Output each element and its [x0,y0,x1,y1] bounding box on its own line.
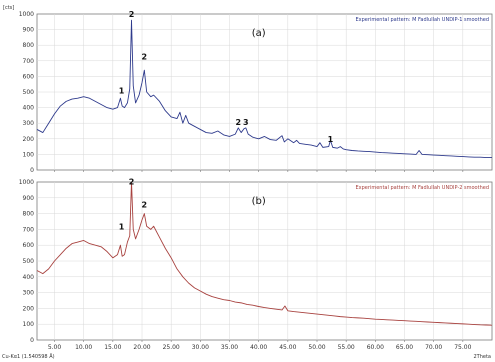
x-tick-label: 60.00 [367,344,384,351]
legend-entry-a: Experimental pattern: M Fadlullah UNDIP-… [356,17,489,23]
peak-label: 2 [235,118,241,127]
y-tick-label: 400 [23,105,35,112]
x-tick-label: 20.00 [133,344,150,351]
x-tick-label: 30.00 [192,344,209,351]
x-tick-label: 65.00 [396,344,413,351]
y-tick-label: 1000 [19,11,34,18]
y-tick-label: 300 [23,290,35,297]
x-tick-label: 40.00 [250,344,267,351]
x-tick-label: 55.00 [338,344,355,351]
peak-label: 1 [119,87,125,96]
panel-label-b: (b) [252,196,266,207]
y-unit-label: [cts] [3,5,14,11]
y-tick-label: 500 [23,258,35,265]
panel-label-a: (a) [252,28,266,39]
y-tick-label: 0 [30,337,34,344]
radiation-label: Cu-Kα1 (1.540598 Å) [2,353,55,360]
x-tick-label: 10.00 [75,344,92,351]
peak-label: 2 [129,178,135,187]
y-tick-label: 800 [23,211,35,218]
peak-label: 2 [142,200,148,209]
peak-label: 1 [119,223,125,232]
peak-label: 3 [243,118,249,127]
series-line-b [36,181,493,326]
y-tick-label: 300 [23,120,35,127]
x-tick-label: 70.00 [425,344,442,351]
peak-label: 2 [129,10,135,19]
y-tick-label: 100 [23,151,35,158]
x-tick-label: 45.00 [279,344,296,351]
peak-label: 1 [328,135,334,144]
y-tick-label: 100 [23,321,35,328]
y-tick-label: 500 [23,89,35,96]
peak-label: 2 [142,52,148,61]
x-tick-label: 35.00 [221,344,238,351]
y-tick-label: 800 [23,42,35,49]
y-tick-label: 900 [23,27,35,34]
x-tick-label: 75.00 [454,344,471,351]
legend-entry-b: Experimental pattern: M Fadlullah UNDIP-… [356,185,489,191]
y-tick-label: 1000 [19,179,34,186]
y-tick-label: 700 [23,226,35,233]
series-line-a [36,19,492,158]
y-tick-label: 900 [23,195,35,202]
x-tick-label: 5.00 [48,344,62,351]
x-tick-label: 25.00 [163,344,180,351]
y-tick-label: 600 [23,242,35,249]
y-tick-label: 400 [23,274,35,281]
y-tick-label: 200 [23,136,35,143]
x-tick-label: 50.00 [308,344,325,351]
y-tick-label: 600 [23,73,35,80]
y-tick-label: 700 [23,58,35,65]
x-unit-label: 2Theta [473,354,491,360]
y-tick-label: 200 [23,305,35,312]
y-tick-label: 0 [30,167,34,174]
x-tick-label: 15.00 [104,344,121,351]
